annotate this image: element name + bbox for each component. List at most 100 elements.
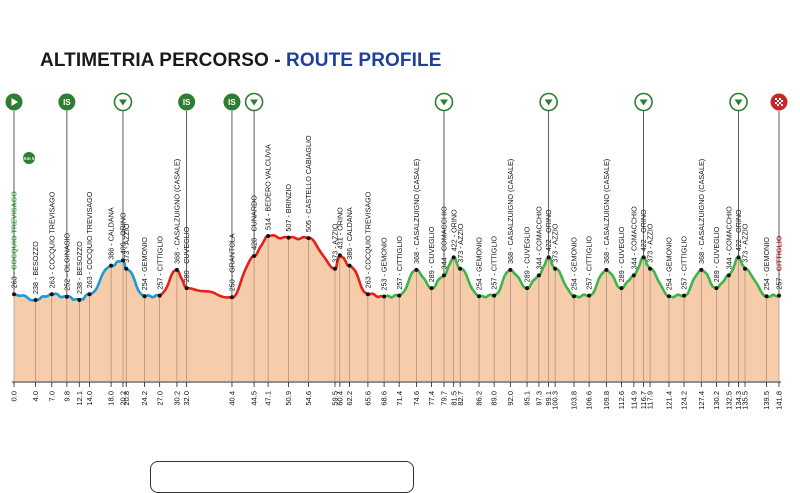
label-separator: -	[264, 212, 273, 218]
location-label: 289 - CUVEGLIO	[617, 226, 626, 282]
waypoint-dot	[451, 255, 456, 260]
checkered-flag-cell	[775, 98, 777, 100]
label-separator: -	[284, 213, 293, 219]
location-name: GEMONIO	[140, 237, 149, 272]
location-name: CASALZUIGNO (CASALE)	[602, 159, 611, 246]
location-label: 386 - CALDANA	[345, 207, 354, 260]
location-name: COMACCHIO	[724, 206, 733, 251]
intermediate-sprint-icon	[178, 93, 196, 111]
waypoint-dot	[77, 298, 82, 302]
km-tick-label: 74.6	[412, 391, 421, 406]
km-tick-label: 112.6	[617, 391, 626, 409]
location-name: CITTIGLIO	[395, 236, 404, 272]
label-separator: -	[646, 245, 655, 251]
title-english: ROUTE PROFILE	[286, 50, 442, 71]
location-label: 422 - ORINO	[449, 209, 458, 251]
climb-triangle-icon	[118, 99, 127, 106]
legend-box	[150, 461, 414, 493]
waypoint-dot	[525, 286, 530, 291]
label-separator: -	[47, 270, 56, 276]
location-label: 289 - CUVEGLIO	[427, 226, 436, 282]
waypoint-dot	[382, 294, 387, 299]
waypoint-dot	[587, 293, 592, 298]
location-name: CASALZUIGNO (CASALE)	[506, 159, 515, 246]
km-tick-label: 77.4	[427, 391, 436, 406]
label-separator: -	[475, 272, 484, 278]
km-tick-label: 106.6	[585, 391, 594, 410]
location-altitude: 254	[665, 278, 674, 290]
location-label: 254 - GEMONIO	[665, 237, 674, 291]
title-italian: ALTIMETRIA PERCORSO -	[40, 50, 281, 71]
waypoint-dot	[682, 293, 687, 298]
location-altitude: 422	[449, 239, 458, 251]
waypoint-dot	[648, 266, 653, 271]
km-tick-label: 20.2	[119, 391, 128, 406]
location-altitude: 257	[490, 278, 499, 290]
waypoint-dot	[714, 286, 719, 291]
location-label: 254 - GEMONIO	[570, 237, 579, 291]
km-tick-label: 124.2	[680, 391, 689, 410]
location-altitude: 263	[364, 276, 373, 288]
km-tick-label: 86.2	[475, 391, 484, 406]
location-label: 507 - BRINZIO	[284, 184, 293, 232]
label-separator: -	[456, 245, 465, 251]
label-separator: -	[712, 264, 721, 270]
location-altitude: 368	[506, 252, 515, 264]
waypoint-dot	[764, 294, 769, 299]
waypoint-dot	[87, 292, 92, 297]
location-name: CUVEGLIO	[523, 226, 532, 264]
checkered-flag-cell	[781, 100, 783, 102]
location-name: CUVEGLIO	[617, 226, 626, 264]
km-tick-label: 12.1	[75, 391, 84, 406]
km-tick-label: 92.0	[506, 391, 515, 406]
location-altitude: 257	[585, 278, 594, 290]
km-tick-label: 116.7	[639, 391, 648, 409]
km-tick-label: 0.0	[10, 391, 19, 401]
location-name: AZZIO	[331, 223, 340, 245]
label-separator: -	[741, 245, 750, 251]
location-altitude: 368	[412, 252, 421, 264]
km-tick-label: 60.4	[336, 391, 345, 406]
waypoint-dot	[508, 267, 513, 272]
location-altitude: 344	[724, 257, 733, 269]
sprint-icon-label: IS	[183, 98, 191, 107]
location-altitude: 373	[122, 251, 131, 263]
km-tick-label: 30.2	[173, 391, 182, 406]
waypoint-dot	[571, 294, 576, 299]
location-altitude: 254	[570, 278, 579, 290]
km-tick-label: 141.8	[775, 391, 784, 410]
play-arrow-icon	[11, 98, 18, 106]
label-separator: -	[630, 251, 639, 257]
intermediate-sprint-icon	[58, 93, 76, 111]
location-altitude: 263	[47, 276, 56, 288]
location-altitude: 344	[630, 257, 639, 269]
location-name: CITTIGLIO	[155, 236, 164, 272]
location-label: 263 - COCQUIO TREVISAGO	[364, 191, 373, 288]
km-tick-label: 134.3	[734, 391, 743, 410]
waypoint-dot	[666, 294, 671, 299]
label-separator: -	[304, 214, 313, 220]
location-altitude: 373	[551, 251, 560, 263]
label-separator: -	[427, 264, 436, 270]
location-altitude: 514	[264, 218, 273, 230]
location-altitude: 368	[602, 252, 611, 264]
km-tick-label: 14.0	[85, 391, 94, 406]
km-tick-label: 82.7	[456, 391, 465, 406]
location-altitude: 238	[75, 282, 84, 294]
location-name: BEDERO VALCUVIA	[264, 144, 273, 212]
label-separator: -	[122, 245, 131, 251]
location-name: GEMONIO	[475, 237, 484, 272]
profile-line-green	[381, 256, 780, 299]
waypoint-dot	[699, 267, 704, 272]
km-tick-label: 132.5	[724, 391, 733, 410]
waypoint-dot	[726, 273, 731, 278]
waypoint-dot	[142, 294, 147, 299]
label-separator: -	[490, 271, 499, 277]
label-separator: -	[155, 271, 164, 277]
label-separator: -	[602, 246, 611, 252]
location-name: AZZIO	[456, 223, 465, 245]
label-separator: -	[331, 245, 340, 251]
location-altitude: 373	[646, 251, 655, 263]
location-label: 238 - BESOZZO	[75, 241, 84, 294]
location-label: 263 - COCQUIO TREVISAGO	[47, 191, 56, 288]
